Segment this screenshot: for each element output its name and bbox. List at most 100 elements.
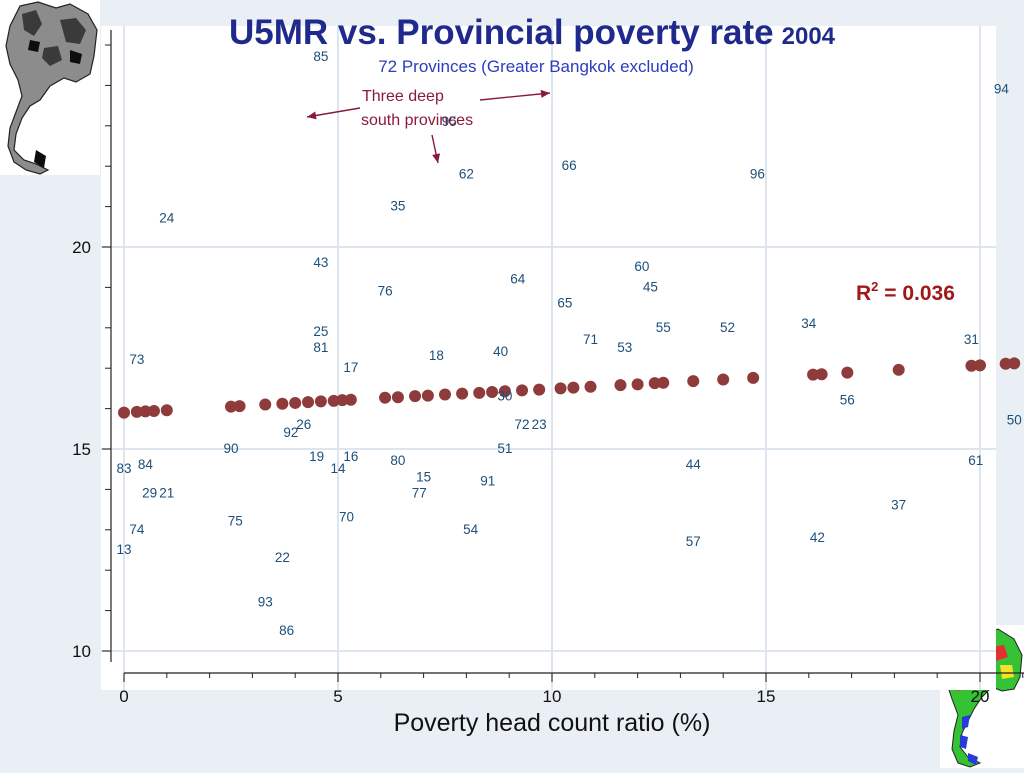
title-year: 2004 xyxy=(782,23,836,50)
x-axis-title: Poverty head count ratio (%) xyxy=(394,709,711,737)
y-tick-label: 15 xyxy=(72,440,91,459)
annotation-arrows xyxy=(306,89,551,164)
fitted-point xyxy=(302,396,315,409)
fitted-point xyxy=(747,371,760,384)
province-label: 75 xyxy=(228,514,243,529)
province-label: 91 xyxy=(480,473,495,488)
province-label: 74 xyxy=(129,522,145,537)
fitted-point xyxy=(717,373,730,386)
province-label: 43 xyxy=(313,255,328,270)
fitted-point xyxy=(614,379,627,392)
r-squared-exponent: 2 xyxy=(871,279,878,294)
province-label: 16 xyxy=(343,449,358,464)
r-squared-label: R2 = 0.036 xyxy=(856,279,955,305)
fitted-point xyxy=(147,405,160,418)
province-label: 19 xyxy=(309,449,324,464)
province-label: 65 xyxy=(557,296,572,311)
fitted-point xyxy=(439,388,451,401)
x-tick-label: 10 xyxy=(543,687,562,706)
province-label: 52 xyxy=(720,320,735,335)
province-label: 72 xyxy=(515,417,530,432)
fitted-point xyxy=(554,382,567,395)
province-label: 66 xyxy=(562,158,577,173)
province-label: 35 xyxy=(390,199,405,214)
fitted-point xyxy=(657,376,670,389)
province-label: 61 xyxy=(968,453,983,468)
province-label: 26 xyxy=(296,417,311,432)
slide-subtitle: 72 Provinces (Greater Bangkok excluded) xyxy=(378,57,694,76)
fitted-point xyxy=(259,398,272,411)
fitted-point xyxy=(391,391,404,404)
province-label: 64 xyxy=(510,271,526,286)
fitted-point xyxy=(160,404,173,417)
province-label: 86 xyxy=(279,623,294,638)
province-label: 96 xyxy=(750,166,765,181)
fitted-point xyxy=(631,378,644,391)
fitted-point xyxy=(486,386,499,399)
province-label: 34 xyxy=(801,316,817,331)
province-label: 77 xyxy=(412,485,427,500)
fitted-point xyxy=(999,357,1012,370)
fitted-point xyxy=(118,406,130,419)
fitted-point xyxy=(379,391,392,404)
fitted-point xyxy=(225,400,237,413)
y-tick-label: 10 xyxy=(72,642,91,661)
province-label: 45 xyxy=(643,279,658,294)
province-label: 51 xyxy=(497,441,512,456)
province-label: 53 xyxy=(617,340,632,355)
province-label: 62 xyxy=(459,166,474,181)
fitted-point xyxy=(807,368,820,381)
fitted-point xyxy=(516,384,529,397)
r-squared-letter: R xyxy=(856,282,871,305)
province-label: 50 xyxy=(1007,413,1022,428)
fitted-point xyxy=(584,380,597,393)
province-label: 93 xyxy=(258,595,273,610)
province-label: 95 xyxy=(442,114,457,129)
fitted-point xyxy=(456,387,469,400)
province-label: 54 xyxy=(463,522,479,537)
fitted-point xyxy=(276,397,289,410)
province-label: 80 xyxy=(390,453,405,468)
fitted-point xyxy=(687,375,700,388)
province-label: 24 xyxy=(159,211,175,226)
province-label: 37 xyxy=(891,498,906,513)
province-label: 83 xyxy=(116,461,131,476)
fitted-point xyxy=(409,390,422,403)
fitted-point xyxy=(336,394,349,407)
annotation-arrowhead-3 xyxy=(432,153,441,163)
province-label: 84 xyxy=(138,457,154,472)
fitted-point xyxy=(648,377,661,390)
province-label: 14 xyxy=(330,461,346,476)
plot-area xyxy=(101,26,996,690)
annotation-line-1: Three deep xyxy=(362,88,444,105)
fitted-point xyxy=(533,383,546,396)
province-label: 18 xyxy=(429,348,444,363)
province-label: 85 xyxy=(313,49,328,64)
fitted-point xyxy=(841,366,854,379)
annotation-line-2: south provinces xyxy=(361,112,473,129)
province-label: 15 xyxy=(416,469,431,484)
province-label: 22 xyxy=(275,550,290,565)
province-label: 57 xyxy=(686,534,701,549)
fitted-point xyxy=(892,363,905,376)
fitted-point xyxy=(473,386,486,399)
fitted-point xyxy=(498,385,511,398)
title-main: U5MR vs. Provincial poverty rate xyxy=(229,13,774,52)
province-label: 21 xyxy=(159,485,174,500)
province-label: 42 xyxy=(810,530,825,545)
r-squared-value: = 0.036 xyxy=(878,282,954,305)
thailand-map-black-provinces xyxy=(28,40,82,168)
province-label: 81 xyxy=(313,340,328,355)
fitted-point xyxy=(421,389,434,402)
province-label: 23 xyxy=(532,417,547,432)
province-label: 13 xyxy=(116,542,131,557)
province-label: 73 xyxy=(129,352,144,367)
fitted-point xyxy=(289,396,302,409)
thailand-map-gray-shape xyxy=(5,1,98,175)
fitted-point xyxy=(1008,357,1021,370)
annotation-arrow-to-94 xyxy=(479,92,551,101)
province-label: 76 xyxy=(378,283,393,298)
x-tick-label: 15 xyxy=(757,687,776,706)
